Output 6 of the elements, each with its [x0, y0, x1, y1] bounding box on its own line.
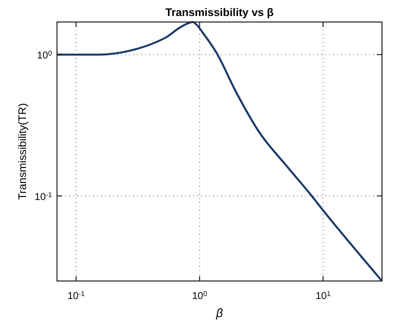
x-tick-label: 10$^{0}$: [192, 290, 208, 302]
y-axis-title: Transmissibility(TR): [17, 103, 29, 200]
x-tick-label: 10$^{-1}$: [67, 290, 85, 302]
chart-title: Transmissibility vs β: [165, 7, 274, 19]
x-tick-label: 10$^{1}$: [316, 290, 331, 302]
x-axis-title: β: [215, 306, 224, 320]
